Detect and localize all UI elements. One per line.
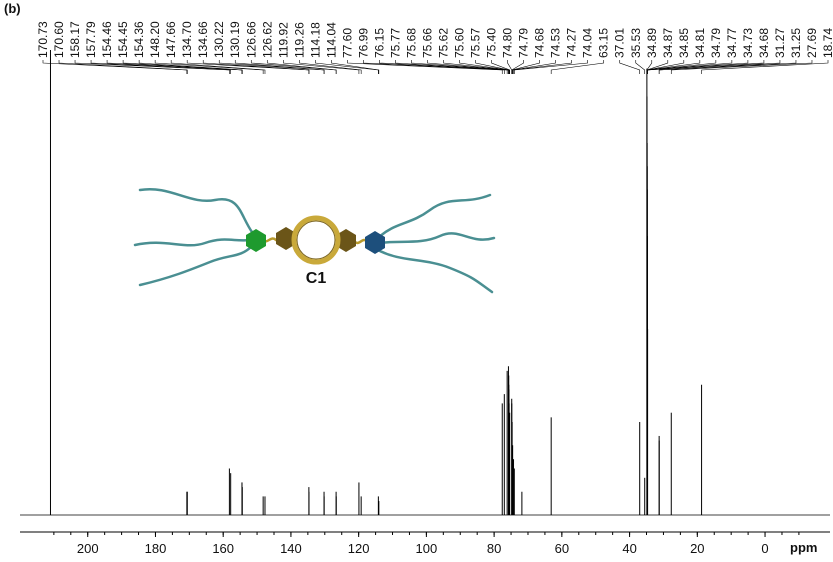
peak-label: 126.66 (244, 21, 258, 58)
compound-label: C1 (306, 270, 327, 287)
peak-leader (331, 60, 378, 74)
peak-label: 74.79 (517, 28, 531, 58)
peak-label: 27.69 (805, 28, 819, 58)
x-axis-label: ppm (790, 540, 817, 555)
peak-label: 34.73 (741, 28, 755, 58)
peak-label: 114.04 (324, 22, 338, 58)
peak-label: 148.20 (148, 21, 162, 58)
peak-label: 170.73 (36, 21, 50, 58)
peak-label: 34.85 (677, 28, 691, 58)
peak-label: 114.18 (308, 22, 322, 58)
peak-leader (75, 60, 229, 74)
peak-label: 74.68 (533, 28, 547, 58)
panel-label: (b) (4, 1, 21, 16)
peak-label: 130.22 (212, 21, 226, 58)
x-tick-label: 160 (212, 541, 234, 556)
peak-label: 31.27 (773, 28, 787, 58)
peak-label: 74.04 (581, 28, 595, 58)
peak-label: 74.27 (565, 28, 579, 58)
peak-label: 34.89 (645, 28, 659, 58)
peak-label: 35.53 (629, 28, 643, 58)
peak-label: 154.46 (100, 21, 114, 58)
x-tick-label: 40 (622, 541, 636, 556)
peak-label: 74.80 (501, 28, 515, 58)
peak-label: 34.87 (661, 28, 675, 58)
peak-label: 119.26 (292, 22, 306, 58)
peak-label: 134.70 (180, 21, 194, 58)
peak-label: 119.92 (276, 22, 290, 58)
x-tick-label: 80 (487, 541, 501, 556)
peak-label: 75.60 (453, 28, 467, 58)
peak-label: 75.62 (437, 28, 451, 58)
peak-label: 34.77 (725, 28, 739, 58)
x-tick-label: 140 (280, 541, 302, 556)
x-tick-label: 0 (761, 541, 768, 556)
peak-label: 31.25 (789, 28, 803, 58)
x-tick-label: 60 (555, 541, 569, 556)
peak-label: 170.60 (52, 21, 66, 58)
peak-label: 147.66 (164, 21, 178, 58)
x-tick-label: 180 (145, 541, 167, 556)
peak-label: 76.15 (372, 28, 386, 58)
peak-label: 18.74 (821, 28, 833, 58)
peak-label: 34.81 (693, 28, 707, 58)
peak-leader (187, 60, 309, 74)
x-tick-label: 120 (348, 541, 370, 556)
peak-label: 75.66 (420, 28, 434, 58)
peak-label: 130.19 (228, 21, 242, 58)
peak-label: 63.15 (597, 28, 611, 58)
peak-label: 74.53 (549, 28, 563, 58)
peak-label: 158.17 (68, 21, 82, 58)
peak-label: 77.60 (340, 28, 354, 58)
peak-leader (647, 60, 668, 74)
x-tick-label: 20 (690, 541, 704, 556)
x-tick-label: 100 (416, 541, 438, 556)
peak-label: 75.40 (485, 28, 499, 58)
peak-label: 37.01 (613, 28, 627, 58)
peak-leader (513, 60, 556, 74)
peak-label: 75.68 (404, 28, 418, 58)
peak-label: 154.45 (116, 21, 130, 58)
peak-label: 126.62 (260, 21, 274, 58)
peak-leader (620, 60, 640, 74)
peak-label: 157.79 (84, 21, 98, 58)
peak-label: 134.66 (196, 21, 210, 58)
peak-leader (636, 60, 645, 74)
peak-label: 75.77 (388, 28, 402, 58)
x-tick-label: 200 (77, 541, 99, 556)
peak-label: 76.99 (356, 28, 370, 58)
peak-label: 34.68 (757, 28, 771, 58)
peak-label: 154.36 (132, 21, 146, 58)
peak-leader (551, 60, 604, 74)
nmr-spectrum: (b) C1 ppm 20018016014012010080604020017… (0, 0, 833, 562)
peak-label: 75.57 (469, 28, 483, 58)
peak-label: 34.79 (709, 28, 723, 58)
